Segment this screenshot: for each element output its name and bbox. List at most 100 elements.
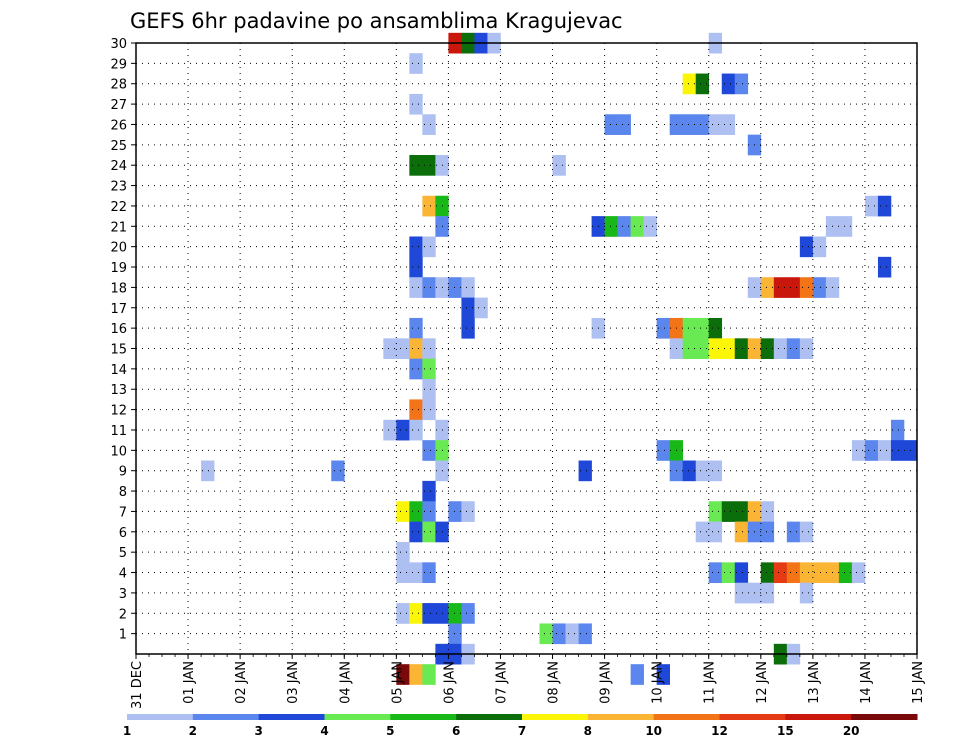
y-tick-label: 10 — [110, 444, 127, 459]
y-tick-label: 29 — [110, 57, 127, 72]
heatmap-cell — [734, 501, 749, 522]
heatmap-cell — [695, 521, 710, 543]
y-axis-ticks: 1234567891011121314151617181920212223242… — [110, 37, 136, 643]
heatmap-cell — [396, 501, 410, 522]
heatmap-cell — [461, 277, 475, 298]
heatmap-cell — [682, 114, 697, 135]
heatmap-cell — [409, 155, 423, 176]
heatmap-cell — [461, 501, 475, 522]
y-tick-label: 9 — [119, 465, 127, 480]
x-tick-label: 03 JAN — [286, 661, 301, 704]
heatmap-cell — [760, 277, 775, 298]
heatmap-cell — [422, 236, 436, 258]
heatmap-cell — [630, 216, 644, 237]
colorbar-label: 1 — [123, 724, 131, 738]
x-tick-label: 07 JAN — [494, 661, 509, 704]
heatmap-cell — [422, 195, 436, 217]
y-tick-label: 17 — [110, 302, 127, 317]
heatmap-cell — [877, 195, 892, 217]
heatmap-cell — [201, 460, 215, 482]
heatmap-cell — [331, 460, 345, 482]
x-tick-label: 09 JAN — [599, 661, 614, 704]
heatmap-cell — [422, 562, 436, 584]
heatmap-cell — [695, 114, 710, 135]
heatmap-cell — [422, 114, 436, 135]
colorbar-swatch — [192, 714, 260, 720]
heatmap-cell — [409, 277, 423, 298]
heatmap-cell — [734, 562, 749, 584]
colorbar-swatch — [653, 714, 720, 720]
heatmap-cell — [851, 440, 866, 461]
heatmap-cell — [760, 562, 775, 584]
heatmap-cell — [695, 317, 710, 339]
heatmap-cell — [448, 603, 462, 624]
y-tick-label: 18 — [110, 281, 127, 296]
y-tick-label: 27 — [110, 98, 127, 113]
heatmap-cell — [682, 460, 697, 482]
heatmap-cell — [838, 216, 853, 237]
heatmap-cell — [409, 501, 423, 522]
y-tick-label: 4 — [119, 567, 127, 582]
y-tick-label: 16 — [110, 322, 127, 337]
y-tick-label: 19 — [110, 261, 127, 276]
y-tick-label: 7 — [119, 505, 127, 520]
heatmap-cell — [409, 562, 423, 584]
colorbar-swatch — [719, 714, 786, 720]
heatmap-cell — [656, 440, 670, 461]
colorbar-swatch — [522, 714, 589, 720]
heatmap-cell — [578, 460, 592, 482]
heatmap-cell — [695, 338, 710, 359]
heatmap-cells — [201, 32, 918, 685]
heatmap-cell — [409, 317, 423, 339]
heatmap-cell — [409, 236, 423, 258]
x-tick-label: 10 JAN — [651, 661, 666, 704]
y-tick-label: 3 — [119, 587, 127, 602]
x-tick-label: 04 JAN — [338, 661, 353, 704]
heatmap-cell — [760, 338, 775, 359]
heatmap-cell — [422, 379, 436, 400]
colorbar-label: 8 — [584, 724, 592, 738]
heatmap-cell — [565, 623, 579, 645]
heatmap-cell — [396, 562, 410, 584]
heatmap-cell — [721, 114, 736, 135]
heatmap-cell — [708, 460, 723, 482]
x-tick-label: 02 JAN — [234, 661, 249, 704]
heatmap-cell — [409, 53, 423, 74]
heatmap-cell — [656, 664, 670, 685]
heatmap-cell — [422, 277, 436, 298]
heatmap-cell — [396, 419, 410, 441]
y-tick-label: 14 — [110, 363, 127, 378]
y-tick-label: 24 — [110, 159, 127, 174]
y-tick-label: 1 — [119, 628, 127, 643]
heatmap-cell — [409, 664, 423, 685]
y-tick-label: 2 — [119, 607, 127, 622]
heatmap-cell — [552, 623, 566, 645]
heatmap-cell — [422, 664, 436, 685]
colorbar-swatch — [258, 714, 325, 720]
heatmap-cell — [682, 317, 697, 339]
heatmap-cell — [721, 501, 736, 522]
heatmap-cell — [877, 256, 892, 278]
y-tick-label: 15 — [110, 343, 127, 358]
chart-title: GEFS 6hr padavine po ansamblima Kragujev… — [130, 9, 623, 33]
heatmap-cell — [474, 297, 488, 319]
heatmap-cell — [396, 541, 410, 563]
y-tick-label: 22 — [110, 200, 127, 215]
heatmap-cell — [734, 521, 749, 543]
heatmap-cell — [708, 338, 723, 359]
heatmap-cell — [773, 562, 788, 584]
heatmap-cell — [734, 73, 749, 95]
colorbar-legend: 1 2 3 4 5 6 7 8 10 12 15 20 — [123, 714, 918, 738]
x-tick-label: 05 JAN — [390, 661, 405, 704]
colorbar-label: 7 — [518, 724, 526, 738]
heatmap-cell — [461, 317, 475, 339]
y-tick-label: 12 — [110, 404, 127, 419]
heatmap-cell — [630, 664, 644, 685]
y-tick-label: 28 — [110, 78, 127, 93]
x-tick-label: 11 JAN — [703, 661, 718, 704]
colorbar-label: 4 — [320, 724, 328, 738]
heatmap-cell — [721, 73, 736, 95]
x-tick-label: 01 JAN — [182, 661, 197, 704]
heatmap-cell — [812, 277, 827, 298]
heatmap-cell — [409, 603, 423, 624]
